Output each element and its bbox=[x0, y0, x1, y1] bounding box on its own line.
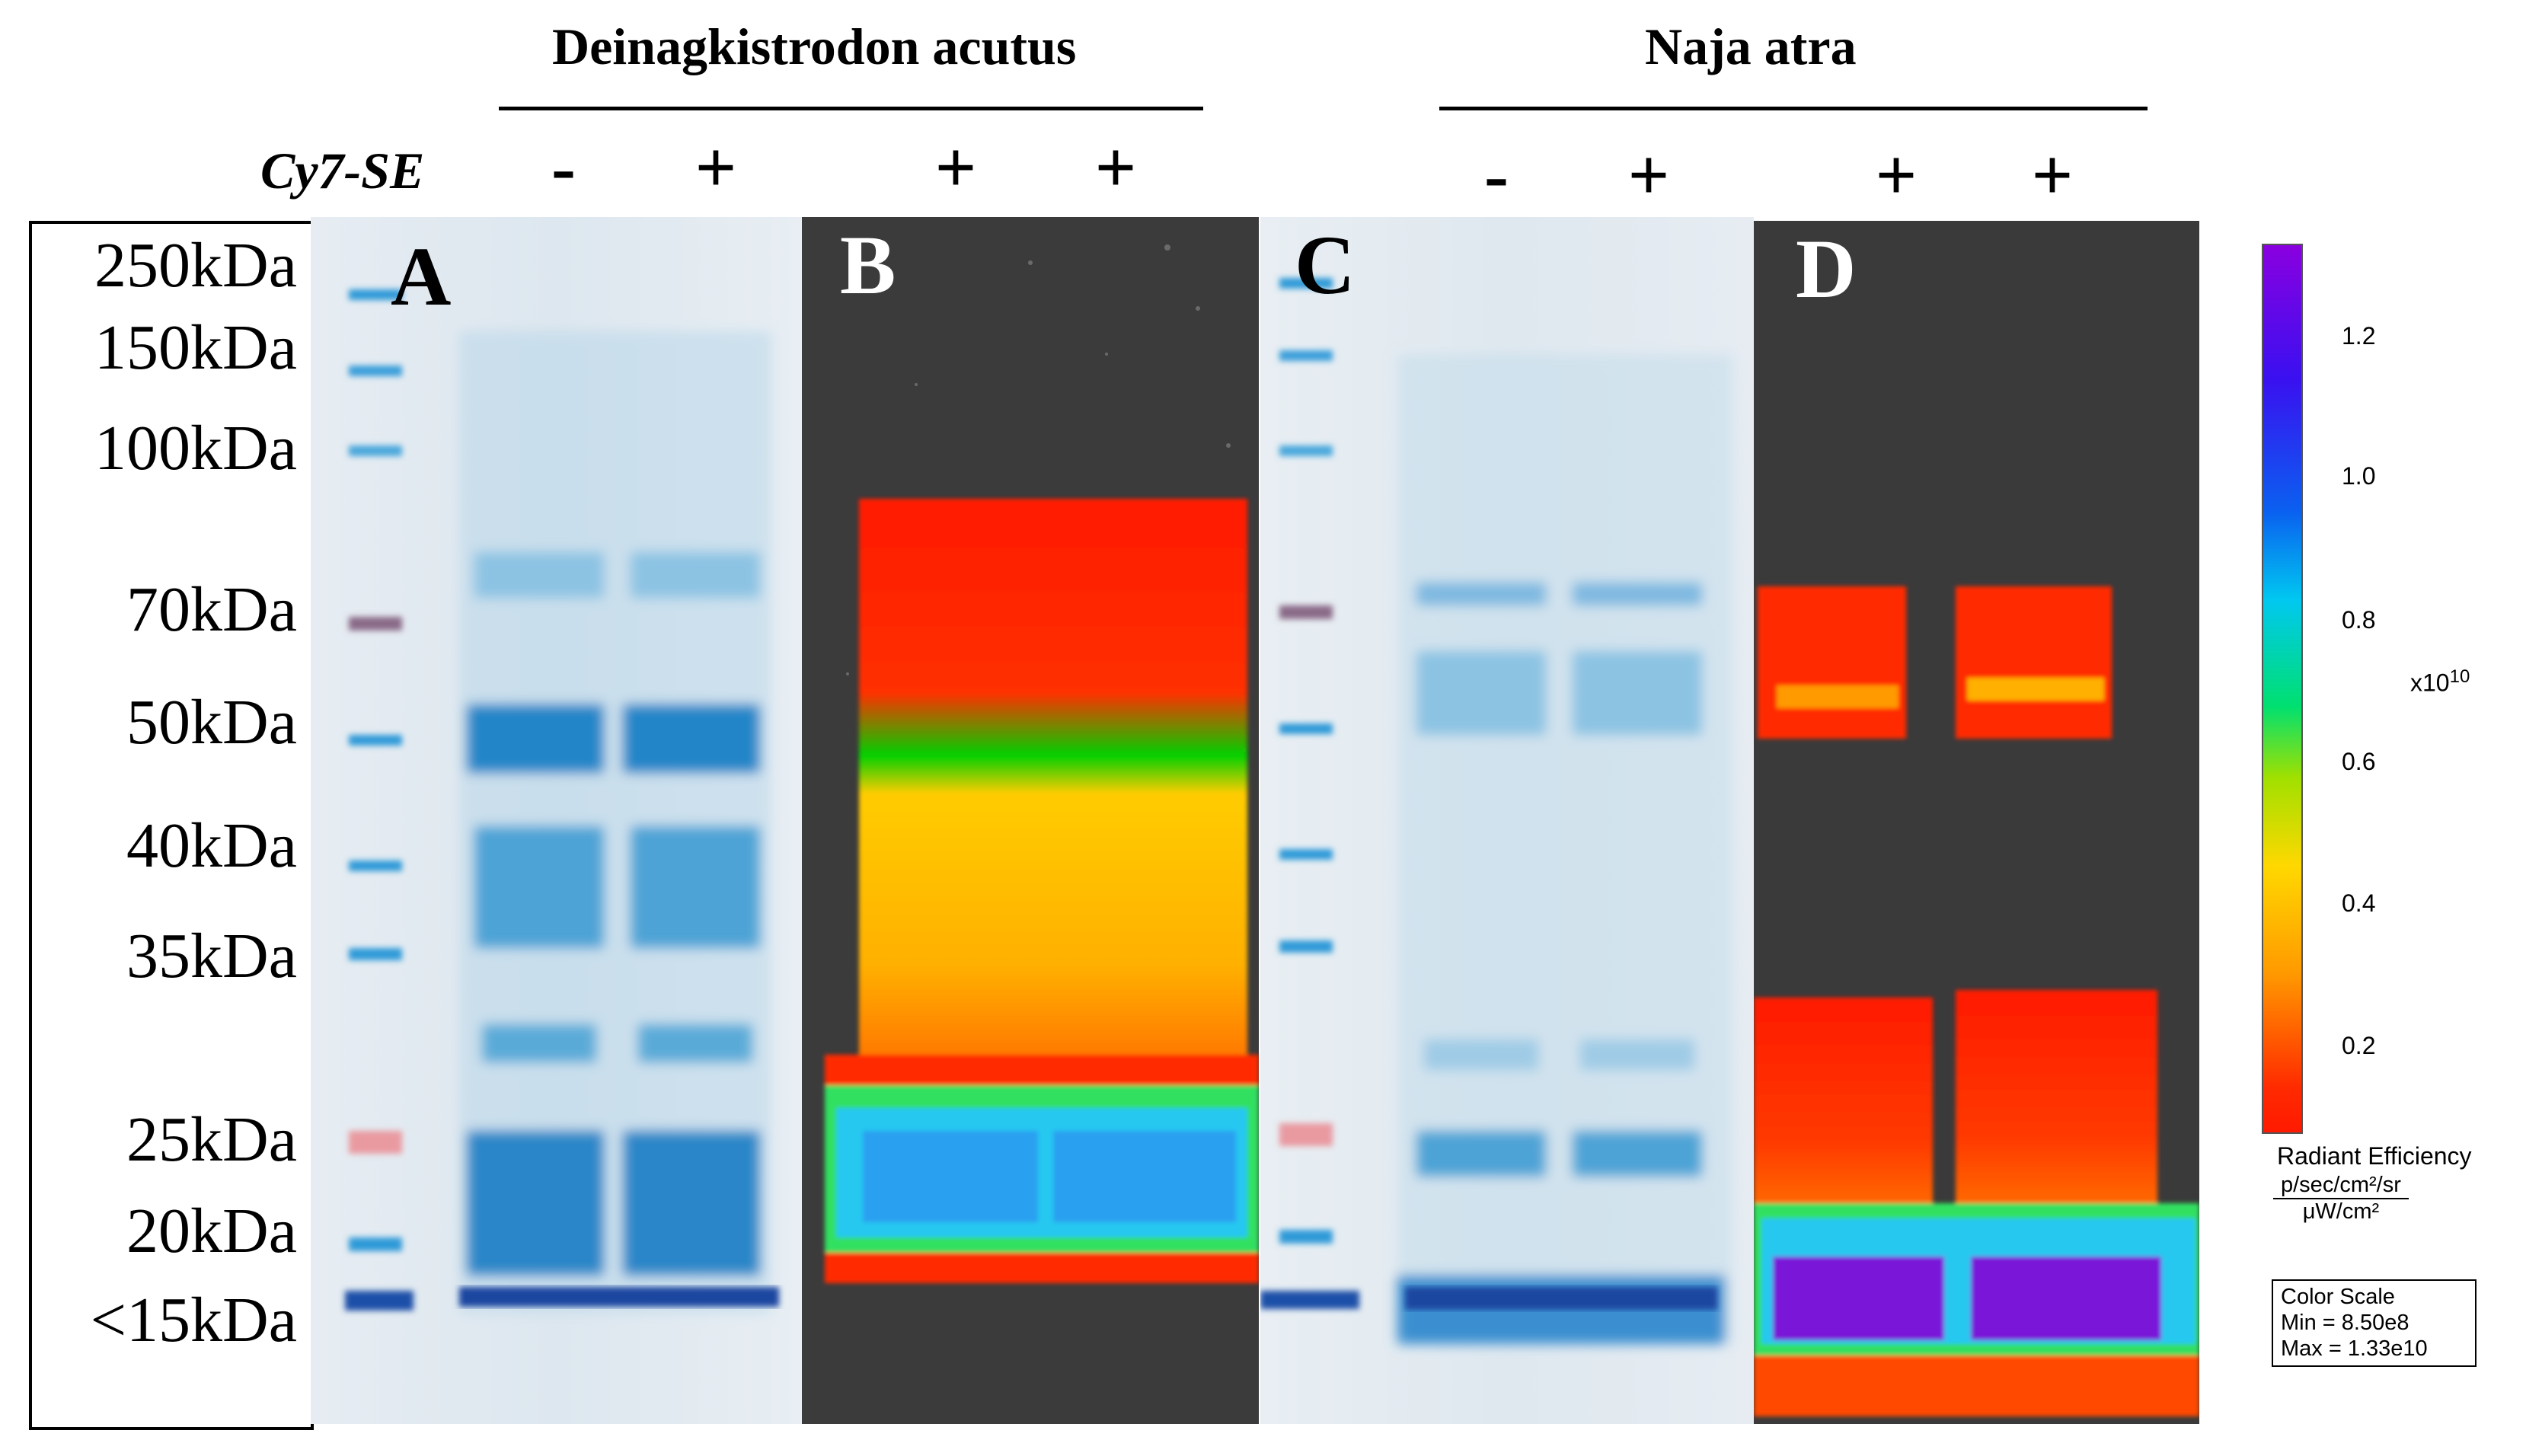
unit-denominator: μW/cm² bbox=[2302, 1199, 2380, 1224]
species-rule-left bbox=[499, 107, 1203, 110]
fluor-image-b: B bbox=[802, 217, 1259, 1424]
exponent-base: x10 bbox=[2410, 669, 2450, 697]
unit-numerator: p/sec/cm²/sr bbox=[2273, 1173, 2409, 1199]
fluor-lanes-b bbox=[825, 499, 1259, 1283]
colorbar-tick-1.2: 1.2 bbox=[2342, 322, 2376, 350]
sample-lanes-c bbox=[1397, 354, 1732, 1344]
species-label-left: Deinagkistrodon acutus bbox=[552, 18, 1077, 75]
color-scale-title: Color Scale bbox=[2281, 1285, 2395, 1309]
mw-label-250: 250kDa bbox=[94, 230, 297, 301]
lane-sign-5: - bbox=[1484, 134, 1509, 216]
panel-label-a: A bbox=[391, 230, 451, 323]
lane-sign-8: + bbox=[2031, 134, 2074, 216]
gel-image-c: C bbox=[1260, 217, 1754, 1424]
sample-lanes-a bbox=[459, 331, 771, 1314]
lane-sign-7: + bbox=[1875, 134, 1918, 216]
gel-panel-d: D bbox=[1754, 221, 2199, 1424]
lane-sign-6: + bbox=[1627, 134, 1670, 216]
panel-label-c: C bbox=[1295, 219, 1355, 311]
colorbar bbox=[2262, 244, 2303, 1134]
panel-label-d: D bbox=[1796, 222, 1856, 315]
mw-label-35: 35kDa bbox=[126, 921, 297, 991]
lane-sign-2: + bbox=[695, 126, 737, 208]
unit-title: Radiant Efficiency bbox=[2277, 1142, 2472, 1170]
gel-panel-b: B bbox=[802, 217, 1259, 1424]
panel-label-b: B bbox=[840, 219, 896, 311]
gel-panel-a: A bbox=[311, 217, 802, 1424]
reagent-label: Cy7-SE bbox=[260, 142, 425, 200]
mw-label-40: 40kDa bbox=[126, 810, 297, 881]
ladder-bands-c bbox=[1260, 278, 1359, 1309]
colorbar-tick-1.0: 1.0 bbox=[2342, 462, 2376, 490]
mw-ladder-box bbox=[29, 221, 314, 1430]
fluor-image-d: D bbox=[1754, 221, 2199, 1424]
colorbar-tick-0.6: 0.6 bbox=[2342, 748, 2376, 775]
gel-image-a: A bbox=[311, 217, 802, 1424]
lane-sign-4: + bbox=[1094, 126, 1137, 208]
colorbar-tick-0.8: 0.8 bbox=[2342, 606, 2376, 634]
color-scale-box: Color Scale Min = 8.50e8 Max = 1.33e10 bbox=[2272, 1279, 2477, 1367]
unit-fraction: p/sec/cm²/sr μW/cm² bbox=[2273, 1173, 2409, 1225]
mw-label-50: 50kDa bbox=[126, 687, 297, 758]
lane-sign-3: + bbox=[934, 126, 977, 208]
color-scale-max: Max = 1.33e10 bbox=[2281, 1336, 2428, 1362]
ladder-bands-a bbox=[345, 289, 414, 1311]
species-rule-right bbox=[1439, 107, 2148, 110]
mw-label-20: 20kDa bbox=[126, 1196, 297, 1266]
mw-label-15: <15kDa bbox=[90, 1285, 297, 1355]
mw-label-100: 100kDa bbox=[94, 413, 297, 484]
color-scale-min: Min = 8.50e8 bbox=[2281, 1311, 2409, 1336]
mw-label-150: 150kDa bbox=[94, 312, 297, 383]
gel-panel-c: C bbox=[1260, 217, 1754, 1424]
colorbar-exponent: x1010 bbox=[2410, 666, 2470, 698]
mw-label-25: 25kDa bbox=[126, 1104, 297, 1175]
exponent-power: 10 bbox=[2449, 666, 2470, 687]
colorbar-tick-0.2: 0.2 bbox=[2342, 1032, 2376, 1059]
species-label-right: Naja atra bbox=[1645, 18, 1857, 75]
lane-sign-1: - bbox=[551, 126, 576, 208]
colorbar-tick-0.4: 0.4 bbox=[2342, 889, 2376, 917]
mw-label-70: 70kDa bbox=[126, 574, 297, 645]
fluor-bands-d bbox=[1754, 586, 2199, 1416]
